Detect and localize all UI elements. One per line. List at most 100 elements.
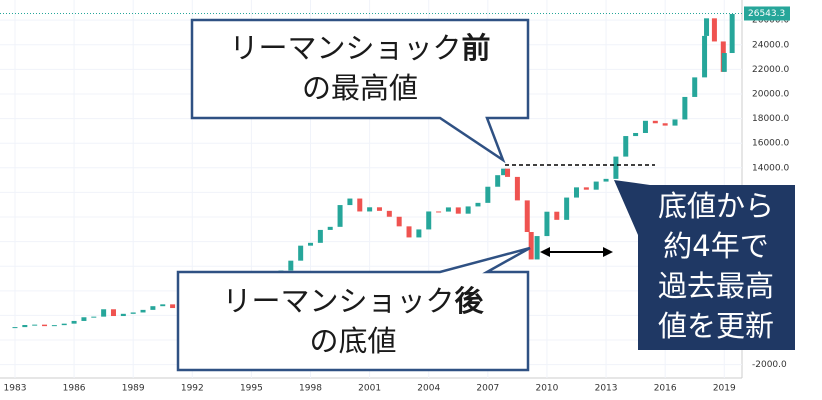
candle xyxy=(704,18,710,36)
candle xyxy=(554,211,560,220)
y-tick-label: 16000.0 xyxy=(752,139,789,149)
candle xyxy=(317,229,323,243)
x-tick-label: 2016 xyxy=(654,384,677,394)
x-tick-label: 1989 xyxy=(122,384,145,394)
candle xyxy=(465,206,471,214)
candle xyxy=(140,309,146,313)
x-tick-label: 1986 xyxy=(63,384,86,394)
candle xyxy=(81,317,87,321)
recovery-line: 値を更新 xyxy=(658,309,774,343)
y-tick-label: 20000.0 xyxy=(752,89,789,99)
y-tick-label: 14000.0 xyxy=(752,163,789,173)
candle xyxy=(436,211,442,213)
candle xyxy=(120,313,126,317)
callout-emphasis: 後 xyxy=(455,284,485,318)
x-tick-label: 1998 xyxy=(299,384,322,394)
candle xyxy=(376,207,382,211)
candle xyxy=(150,306,156,310)
candle xyxy=(475,202,481,207)
candle xyxy=(51,325,57,327)
candle xyxy=(495,175,501,187)
candle xyxy=(416,229,422,238)
recovery-callout xyxy=(614,180,795,350)
candle xyxy=(42,324,48,327)
candle xyxy=(327,226,333,230)
candle xyxy=(406,226,412,238)
x-tick-label: 1992 xyxy=(181,384,204,394)
candle xyxy=(298,245,304,261)
ticks: 26000.0 24000.0 22000.0 20000.0 18000.0 16000… xyxy=(0,6,790,394)
candle xyxy=(573,187,579,198)
candle xyxy=(455,207,461,214)
peak-callout-text: リーマンショック前 xyxy=(229,31,490,65)
candle xyxy=(357,198,363,212)
peak-callout-line2: の最高値 xyxy=(302,71,418,105)
candle xyxy=(652,120,658,124)
candle xyxy=(505,168,511,177)
candle xyxy=(672,119,678,126)
recovery-line: 約4年で xyxy=(663,229,768,263)
peak-callout xyxy=(190,18,530,164)
x-tick-label: 1983 xyxy=(4,384,27,394)
candle xyxy=(514,176,520,201)
candle xyxy=(593,181,599,190)
recovery-line: 過去最高 xyxy=(658,269,774,303)
candle xyxy=(662,123,668,126)
x-tick-label: 1995 xyxy=(240,384,263,394)
candle xyxy=(583,187,589,190)
candle xyxy=(633,132,639,137)
x-tick-label: 2001 xyxy=(358,384,381,394)
y-tick-label: -2000.0 xyxy=(752,360,787,370)
candle xyxy=(170,304,176,309)
candle xyxy=(337,205,343,227)
candle xyxy=(367,207,373,212)
candle xyxy=(623,136,629,157)
recovery-line: 底値から xyxy=(658,189,774,223)
callout-text: リーマンショック xyxy=(229,31,461,65)
last-price-label: 26543.3 xyxy=(748,9,785,19)
bottom-callout-text: リーマンショック後 xyxy=(222,284,484,318)
y-tick-label: 26000.0 xyxy=(752,16,789,26)
candle xyxy=(426,211,432,230)
candle xyxy=(32,324,38,326)
candle xyxy=(485,186,491,203)
candle xyxy=(445,207,451,212)
duration-arrow xyxy=(540,247,613,257)
candle xyxy=(61,323,67,326)
candle xyxy=(642,120,648,133)
candle xyxy=(396,216,402,227)
candle xyxy=(702,35,708,78)
candle xyxy=(101,309,107,317)
candle xyxy=(308,242,314,246)
candle xyxy=(524,200,530,233)
candle xyxy=(501,168,507,176)
x-tick-label: 2004 xyxy=(417,384,440,394)
candle xyxy=(22,325,28,328)
candle xyxy=(729,14,735,54)
candle xyxy=(288,260,294,271)
candle xyxy=(564,197,570,220)
bottom-callout xyxy=(176,246,531,372)
candle xyxy=(91,316,97,318)
candle xyxy=(682,96,688,120)
y-tick-label: 22000.0 xyxy=(752,65,789,75)
candle xyxy=(613,156,619,179)
candle xyxy=(603,178,609,182)
candle xyxy=(386,210,392,217)
candle xyxy=(692,77,698,97)
candle xyxy=(160,304,166,307)
candle xyxy=(721,53,727,72)
candle xyxy=(110,309,116,317)
candle xyxy=(71,320,77,324)
last-price-tag xyxy=(744,6,790,21)
callout-text: リーマンショック xyxy=(222,284,454,318)
candle xyxy=(347,198,353,206)
x-tick-label: 2019 xyxy=(713,384,736,394)
candle xyxy=(130,312,136,314)
bottom-callout-line2: の底値 xyxy=(309,324,396,358)
candle xyxy=(711,18,717,42)
candle xyxy=(528,232,534,260)
y-tick-label: 24000.0 xyxy=(752,40,789,50)
